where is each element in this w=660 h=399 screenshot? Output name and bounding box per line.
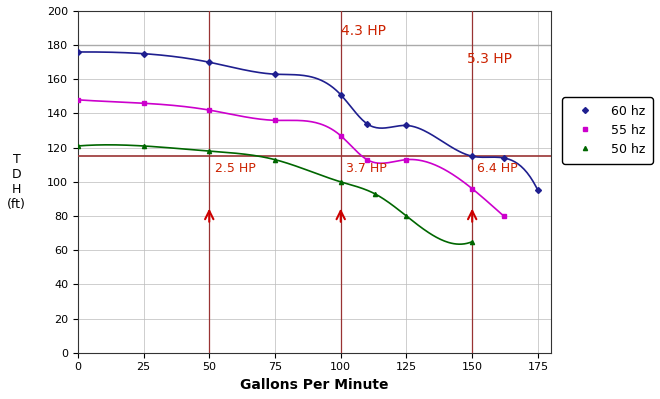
Text: 4.3 HP: 4.3 HP — [341, 24, 385, 38]
60 hz — [468, 154, 476, 159]
50 hz — [271, 157, 279, 162]
Y-axis label: T
D
H
(ft): T D H (ft) — [7, 153, 26, 211]
60 hz — [363, 121, 371, 126]
55 hz — [468, 186, 476, 191]
Legend: 60 hz, 55 hz, 50 hz: 60 hz, 55 hz, 50 hz — [562, 97, 653, 164]
60 hz — [74, 49, 82, 54]
60 hz — [139, 51, 147, 56]
60 hz — [271, 72, 279, 77]
60 hz — [337, 92, 345, 97]
Line: 55 hz: 55 hz — [76, 98, 506, 218]
50 hz — [371, 192, 379, 196]
Line: 50 hz: 50 hz — [76, 144, 475, 244]
60 hz — [534, 188, 542, 193]
55 hz — [363, 157, 371, 162]
Text: 5.3 HP: 5.3 HP — [467, 51, 512, 66]
60 hz — [403, 123, 411, 128]
Text: 2.5 HP: 2.5 HP — [214, 162, 255, 175]
55 hz — [403, 157, 411, 162]
X-axis label: Gallons Per Minute: Gallons Per Minute — [240, 378, 389, 392]
50 hz — [139, 144, 147, 148]
55 hz — [500, 213, 508, 218]
Line: 60 hz: 60 hz — [76, 50, 540, 192]
55 hz — [337, 133, 345, 138]
50 hz — [74, 144, 82, 148]
60 hz — [205, 60, 213, 65]
Text: 3.7 HP: 3.7 HP — [346, 162, 387, 175]
60 hz — [500, 156, 508, 160]
55 hz — [139, 101, 147, 106]
55 hz — [205, 108, 213, 113]
50 hz — [205, 149, 213, 154]
Text: 6.4 HP: 6.4 HP — [477, 162, 518, 175]
50 hz — [468, 239, 476, 244]
50 hz — [403, 213, 411, 218]
55 hz — [271, 118, 279, 123]
55 hz — [74, 97, 82, 102]
50 hz — [337, 180, 345, 184]
